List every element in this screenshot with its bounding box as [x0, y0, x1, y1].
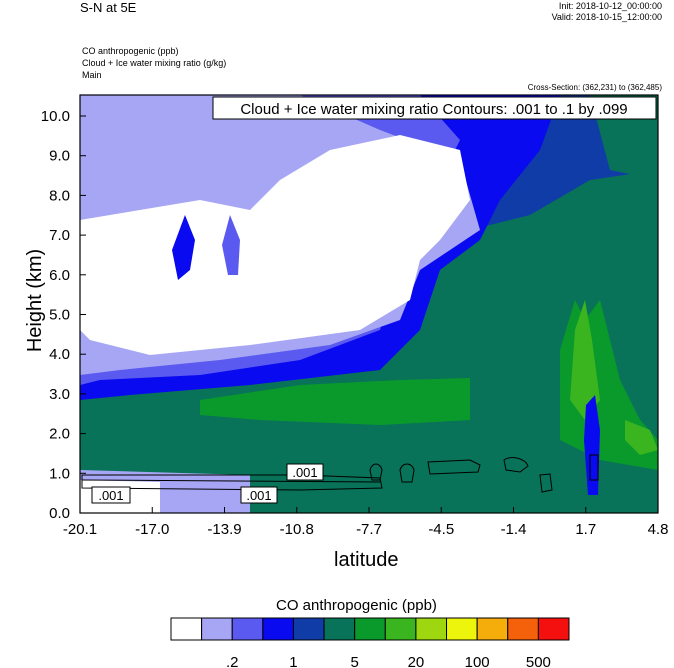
colorbar-swatch [201, 617, 233, 641]
colorbar-swatch [446, 617, 478, 641]
y-tick-label: 10.0 [41, 108, 70, 125]
field-label-main: Main [82, 70, 102, 80]
field-streak-2 [222, 215, 240, 275]
colorbar-swatch [507, 617, 539, 641]
colorbar-swatch [323, 617, 356, 641]
contour-label-group: .001 .001 .001 [91, 463, 324, 504]
colorbar-swatch [476, 617, 509, 641]
y-tick-label: 5.0 [49, 307, 70, 324]
y-tick-label: 4.0 [49, 346, 70, 363]
field-streak-1 [172, 215, 195, 280]
colorbar-swatch [292, 617, 325, 641]
x-tick-label: 1.7 [575, 521, 596, 538]
contour-label: .001 [292, 465, 317, 480]
colorbar-swatch [537, 617, 570, 641]
x-tick-label: -1.4 [501, 521, 527, 538]
y-tick-label: 1.0 [49, 465, 70, 482]
x-tick-label: -7.7 [356, 521, 382, 538]
colorbar-tick-label: 20 [408, 654, 425, 668]
y-tick-label: 0.0 [49, 505, 70, 522]
colorbar-swatch [415, 617, 448, 641]
field-lightgreen-2 [625, 420, 658, 455]
contour-label: .001 [246, 488, 271, 503]
x-tick-label: -17.0 [135, 521, 169, 538]
contour-info: Cloud + Ice water mixing ratio Contours:… [240, 101, 627, 118]
y-tick-label: 2.0 [49, 426, 70, 443]
contour-line-2 [81, 479, 381, 483]
x-tick-label: -4.5 [428, 521, 454, 538]
field-white [80, 135, 470, 355]
colorbar-swatch [384, 617, 417, 641]
x-tick-label: -20.1 [63, 521, 97, 538]
field-teal [80, 170, 658, 513]
contour-blob-4 [503, 457, 529, 473]
x-axis-label: latitude [334, 549, 399, 571]
page-title: S-N at 5E [80, 0, 137, 15]
field-label-co: CO anthropogenic (ppb) [82, 46, 179, 56]
colorbar-tick-label: 5 [351, 654, 359, 668]
field-green-band [200, 378, 470, 425]
y-tick-label: 6.0 [49, 267, 70, 284]
y-tick-label: 9.0 [49, 148, 70, 165]
y-tick-label: 3.0 [49, 386, 70, 403]
contour-blob-6 [589, 454, 599, 481]
colorbar-swatch [170, 617, 203, 641]
field-lightgreen [570, 300, 600, 420]
init-time: Init: 2018-10-12_00:00:00 [558, 1, 662, 11]
x-tick-label: 4.8 [648, 521, 669, 538]
x-tick-label: -10.8 [280, 521, 314, 538]
colorbar-tick-label: .2 [226, 654, 239, 668]
cross-section-label: Cross-Section: (362,231) to (362,485) [527, 83, 662, 92]
contour-field [80, 95, 658, 513]
field-label-cloud: Cloud + Ice water mixing ratio (g/kg) [82, 58, 227, 68]
contour-label-box [91, 486, 131, 504]
contour-label-box [286, 463, 324, 481]
colorbar-tick-label: 500 [526, 654, 551, 668]
valid-time: Valid: 2018-10-15_12:00:00 [551, 12, 662, 22]
contour-info-box [212, 96, 657, 120]
x-axis: -20.1 -17.0 -13.9 -10.8 -7.7 -4.5 -1.4 1.7 4.8 [63, 507, 669, 538]
contour-blob-5 [539, 473, 553, 493]
colorbar-tick-label: 1 [289, 654, 297, 668]
y-tick-label: 8.0 [49, 187, 70, 204]
y-tick-label: 7.0 [49, 227, 70, 244]
colorbar: .2 1 5 20 100 500 [170, 617, 570, 668]
contour-label: .001 [98, 488, 123, 503]
colorbar-swatch [231, 617, 264, 641]
field-blue-stripe [584, 395, 600, 495]
x-tick-label: -13.9 [207, 521, 241, 538]
contour-blob-1 [369, 463, 383, 481]
colorbar-swatch [354, 617, 386, 641]
contour-blob-2 [399, 463, 415, 483]
colorbar-swatch [262, 617, 294, 641]
colorbar-title: CO anthropogenic (ppb) [276, 597, 437, 614]
y-axis: 0.0 1.0 2.0 3.0 4.0 5.0 6.0 7.0 8.0 9.0 10.0 [41, 108, 86, 522]
contour-blob-3 [427, 459, 481, 475]
contour-label-box [240, 486, 278, 504]
colorbar-tick-label: 100 [465, 654, 490, 668]
y-axis-label: Height (km) [24, 248, 47, 353]
